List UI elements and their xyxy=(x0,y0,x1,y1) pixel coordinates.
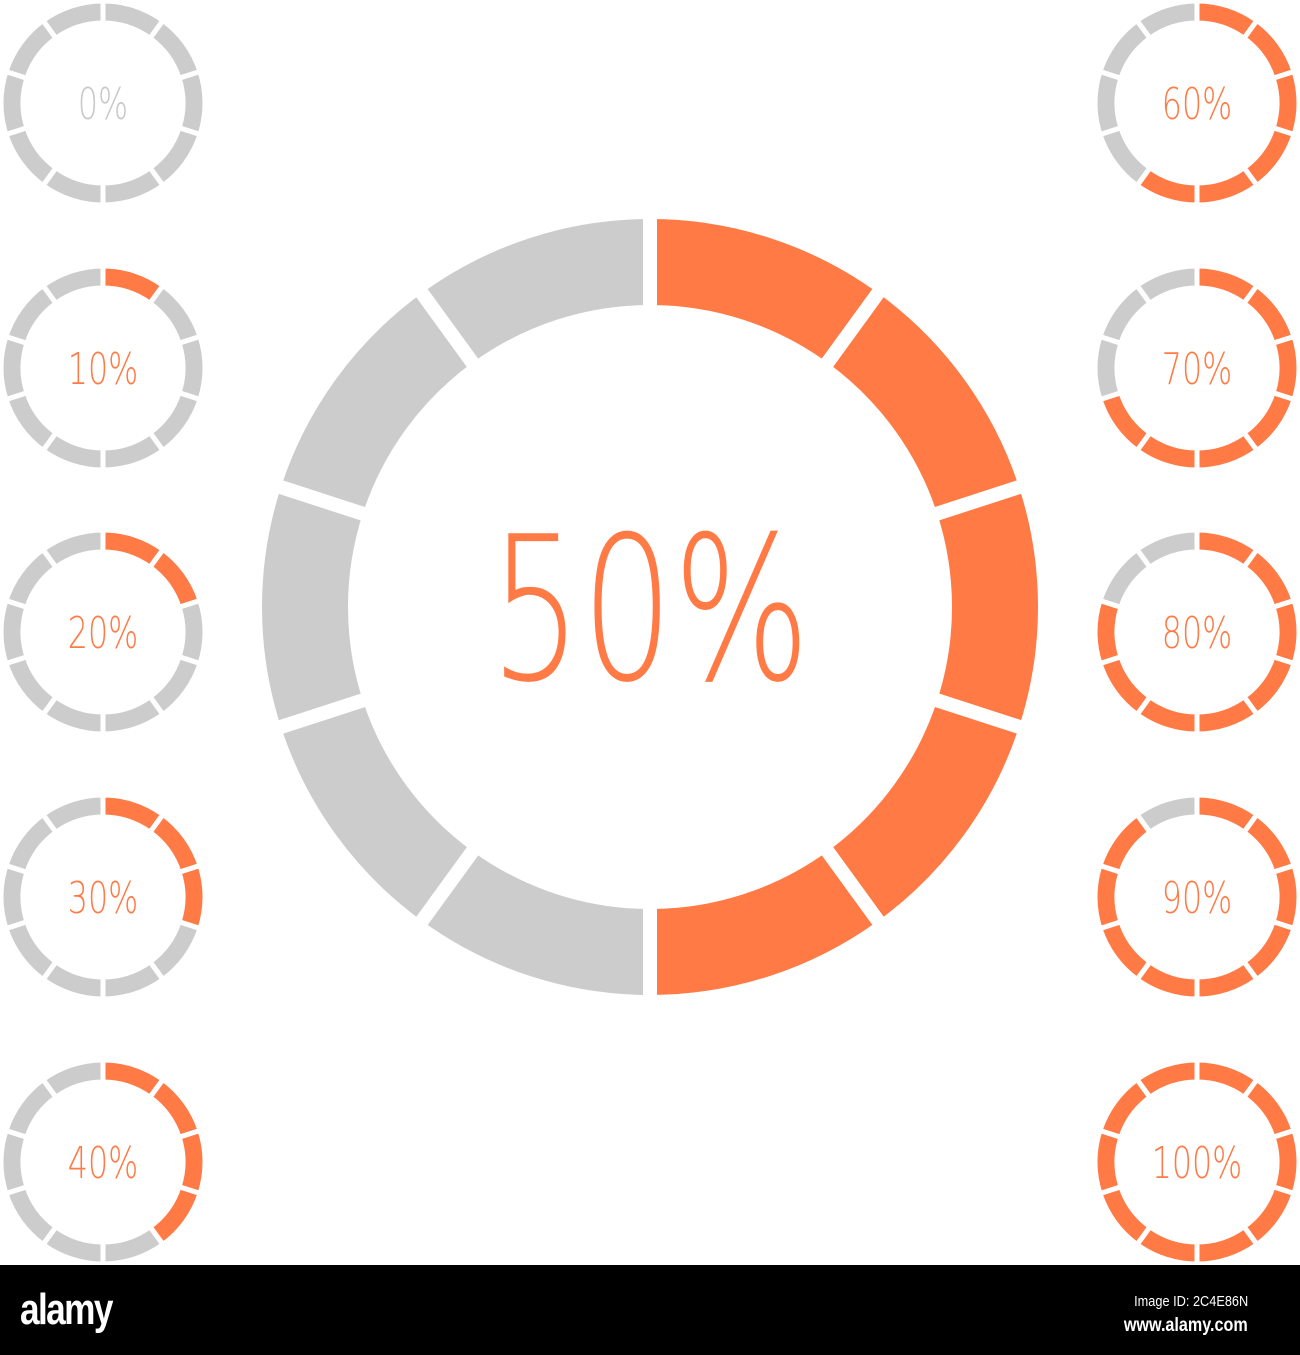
progress-rings-chart: 0% 10% 20% 30% 40% 60% 70% 80% 90% 100% 50% xyxy=(0,0,1300,1265)
ring-20: 20% xyxy=(0,527,208,737)
percent-label: 90% xyxy=(1162,873,1232,925)
filled-segment xyxy=(1241,811,1297,875)
percent-label: 80% xyxy=(1162,608,1232,660)
ring-0: 0% xyxy=(0,0,208,208)
empty-segment xyxy=(100,694,166,737)
filled-segment xyxy=(1270,597,1300,667)
empty-segment xyxy=(267,691,484,934)
ring-40: 40% xyxy=(0,1057,208,1265)
filled-segment xyxy=(643,838,890,1009)
filled-segment xyxy=(923,477,1052,737)
filled-segment xyxy=(1097,919,1153,983)
empty-segment xyxy=(100,430,166,473)
empty-segment xyxy=(147,282,203,346)
percent-label: 30% xyxy=(68,873,138,925)
percent-label: 70% xyxy=(1162,344,1232,396)
ring-100: 100% xyxy=(1092,1057,1300,1265)
empty-segment xyxy=(0,333,30,403)
empty-segment xyxy=(3,1184,59,1248)
empty-segment xyxy=(176,597,208,667)
filled-segment xyxy=(1097,654,1153,718)
empty-segment xyxy=(40,263,106,306)
filled-segment xyxy=(1134,1057,1200,1100)
empty-segment xyxy=(3,125,59,189)
percent-label: 100% xyxy=(1152,1138,1243,1190)
empty-segment xyxy=(1097,125,1153,189)
empty-segment xyxy=(0,862,30,932)
main-ring-50: 50% xyxy=(248,205,1052,1009)
ring-80: 80% xyxy=(1092,527,1300,737)
filled-segment xyxy=(1092,1127,1124,1197)
filled-segment xyxy=(1241,1076,1297,1140)
ring-10: 10% xyxy=(0,263,208,473)
empty-segment xyxy=(1134,792,1200,835)
filled-segment xyxy=(1241,282,1297,346)
filled-segment xyxy=(816,280,1033,523)
filled-segment xyxy=(1270,1127,1300,1197)
filled-segment xyxy=(1194,694,1260,737)
filled-segment xyxy=(1097,1184,1153,1248)
empty-segment xyxy=(0,1127,30,1197)
filled-segment xyxy=(176,862,208,932)
filled-segment xyxy=(1194,165,1260,208)
site-url: www.alamy.com xyxy=(1124,1315,1248,1336)
empty-segment xyxy=(1092,333,1124,403)
empty-segment xyxy=(248,477,377,737)
empty-segment xyxy=(40,527,106,570)
empty-segment xyxy=(1134,527,1200,570)
ring-90: 90% xyxy=(1092,792,1300,1002)
percent-label: 60% xyxy=(1162,79,1232,131)
empty-segment xyxy=(3,390,59,454)
image-id: Image ID: 2C4E86N xyxy=(1133,1293,1248,1310)
empty-segment xyxy=(0,597,30,667)
watermark-footer: alamy Image ID: 2C4E86N www.alamy.com xyxy=(0,1265,1300,1355)
empty-segment xyxy=(3,654,59,718)
empty-segment xyxy=(100,1224,166,1265)
empty-segment xyxy=(40,0,106,41)
filled-segment xyxy=(147,546,203,610)
filled-segment xyxy=(1097,390,1153,454)
filled-segment xyxy=(1194,430,1260,473)
percent-label: 20% xyxy=(68,608,138,660)
empty-segment xyxy=(1134,0,1200,41)
filled-segment xyxy=(1270,862,1300,932)
empty-segment xyxy=(40,792,106,835)
percent-label: 40% xyxy=(68,1138,138,1190)
filled-segment xyxy=(147,811,203,875)
ring-60: 60% xyxy=(1092,0,1300,208)
filled-segment xyxy=(176,1127,208,1197)
filled-segment xyxy=(1092,862,1124,932)
filled-segment xyxy=(1241,546,1297,610)
empty-segment xyxy=(410,205,657,376)
empty-segment xyxy=(0,68,30,138)
filled-segment xyxy=(1270,333,1300,403)
filled-segment xyxy=(147,1076,203,1140)
filled-segment xyxy=(1241,17,1297,81)
filled-segment xyxy=(1194,959,1260,1002)
ring-30: 30% xyxy=(0,792,208,1002)
filled-segment xyxy=(1194,1224,1260,1265)
empty-segment xyxy=(1134,263,1200,306)
ring-70: 70% xyxy=(1092,263,1300,473)
empty-segment xyxy=(176,68,208,138)
empty-segment xyxy=(176,333,208,403)
filled-segment xyxy=(1270,68,1300,138)
empty-segment xyxy=(100,959,166,1002)
empty-segment xyxy=(3,919,59,983)
empty-segment xyxy=(40,1057,106,1100)
percent-label: 10% xyxy=(68,344,138,396)
alamy-logo: alamy xyxy=(20,1285,113,1334)
filled-segment xyxy=(1092,597,1124,667)
empty-segment xyxy=(1092,68,1124,138)
empty-segment xyxy=(100,165,166,208)
percent-label: 50% xyxy=(490,494,810,727)
empty-segment xyxy=(147,17,203,81)
percent-label: 0% xyxy=(78,79,128,131)
